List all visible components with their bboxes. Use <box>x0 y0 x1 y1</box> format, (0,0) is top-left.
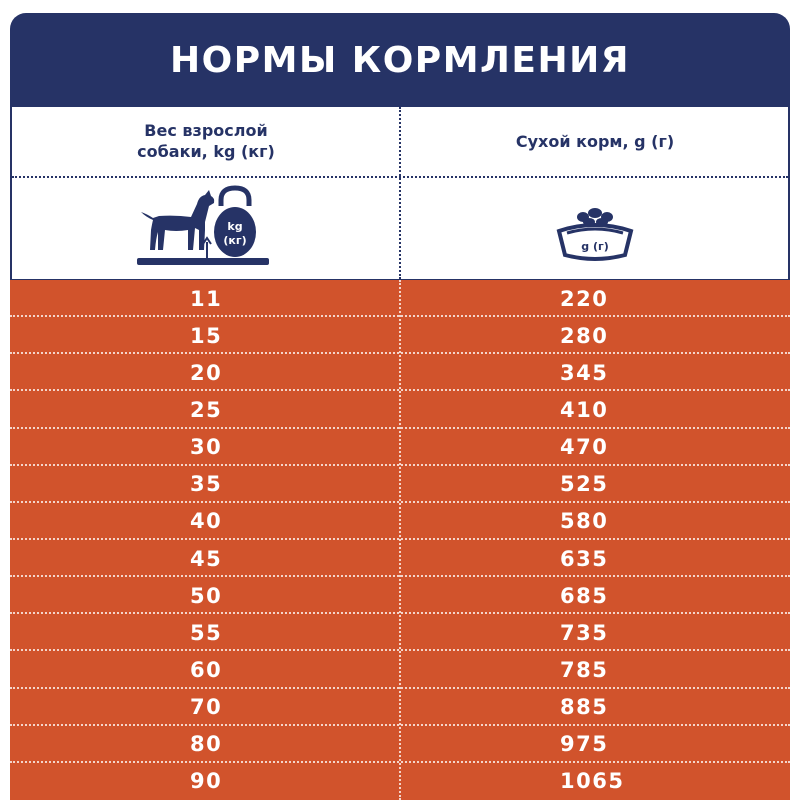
table-row: 40 580 <box>10 503 790 541</box>
food-cell: 280 <box>560 323 609 348</box>
weight-cell: 40 <box>190 509 223 534</box>
weight-cell: 45 <box>190 546 223 571</box>
weight-cell: 55 <box>190 620 223 645</box>
table-row: 35 525 <box>10 466 790 503</box>
food-cell: 580 <box>560 509 609 534</box>
table-row: 25 410 <box>10 391 790 429</box>
table-row: 20 345 <box>10 354 790 392</box>
food-cell: 975 <box>560 732 609 757</box>
food-cell: 735 <box>560 620 609 645</box>
food-cell: 885 <box>560 695 609 720</box>
weight-cell: 15 <box>190 323 223 348</box>
food-cell: 685 <box>560 583 609 608</box>
weight-cell: 90 <box>190 769 223 794</box>
weight-header-line1: Вес взрослой <box>144 121 268 140</box>
weight-cell: 35 <box>190 472 223 497</box>
table-row: 55 735 <box>10 614 790 652</box>
food-header-label: Сухой корм, g (г) <box>515 131 675 151</box>
food-cell: 410 <box>560 397 609 422</box>
weight-cell: 70 <box>190 695 223 720</box>
food-cell: 220 <box>560 286 609 311</box>
weight-cell: 25 <box>190 397 223 422</box>
page-title: НОРМЫ КОРМЛЕНИЯ <box>170 39 630 81</box>
weight-cell: 50 <box>190 583 223 608</box>
weight-column-header: Вес взрослой собаки, kg (кг) <box>12 107 400 175</box>
table-header: Вес взрослой собаки, kg (кг) Сухой корм,… <box>12 107 788 279</box>
weight-header-line2: собаки, kg (кг) <box>137 142 275 161</box>
weight-icon-unit1: kg <box>227 220 242 233</box>
weight-cell: 11 <box>190 286 223 311</box>
food-cell: 635 <box>560 546 609 571</box>
food-cell: 345 <box>560 360 609 385</box>
table-row: 50 685 <box>10 577 790 615</box>
weight-cell: 60 <box>190 657 223 682</box>
food-cell: 470 <box>560 435 609 460</box>
feeding-rows: 11 220 15 280 20 345 25 410 30 470 35 525 40 580 45 635… <box>10 280 790 800</box>
food-bowl-icon: g (г) <box>556 208 634 261</box>
table-row: 90 1065 <box>10 763 790 800</box>
weight-icon-unit2: (кг) <box>223 234 246 247</box>
title-bar: НОРМЫ КОРМЛЕНИЯ <box>10 13 790 107</box>
weight-icon-cell: kg (кг) <box>12 179 400 279</box>
header-column-divider <box>399 107 401 279</box>
table-row: 80 975 <box>10 726 790 763</box>
dog-with-kettlebell-icon: kg (кг) <box>137 185 269 265</box>
header-row-divider <box>12 176 788 178</box>
table-row: 15 280 <box>10 317 790 355</box>
rows-column-divider <box>399 280 401 800</box>
table-row: 11 220 <box>10 280 790 318</box>
food-cell: 1065 <box>560 769 625 794</box>
food-column-header: Сухой корм, g (г) <box>402 107 788 175</box>
food-icon-cell: g (г) <box>402 179 788 279</box>
food-cell: 785 <box>560 657 609 682</box>
food-icon-unit: g (г) <box>581 240 609 253</box>
feeding-table-card: НОРМЫ КОРМЛЕНИЯ Вес взрослой собаки, kg … <box>10 13 790 800</box>
table-row: 60 785 <box>10 651 790 689</box>
food-cell: 525 <box>560 472 609 497</box>
table-row: 30 470 <box>10 429 790 466</box>
weight-cell: 20 <box>190 360 223 385</box>
table-row: 70 885 <box>10 689 790 726</box>
table-row: 45 635 <box>10 540 790 578</box>
weight-cell: 30 <box>190 435 223 460</box>
weight-cell: 80 <box>190 732 223 757</box>
